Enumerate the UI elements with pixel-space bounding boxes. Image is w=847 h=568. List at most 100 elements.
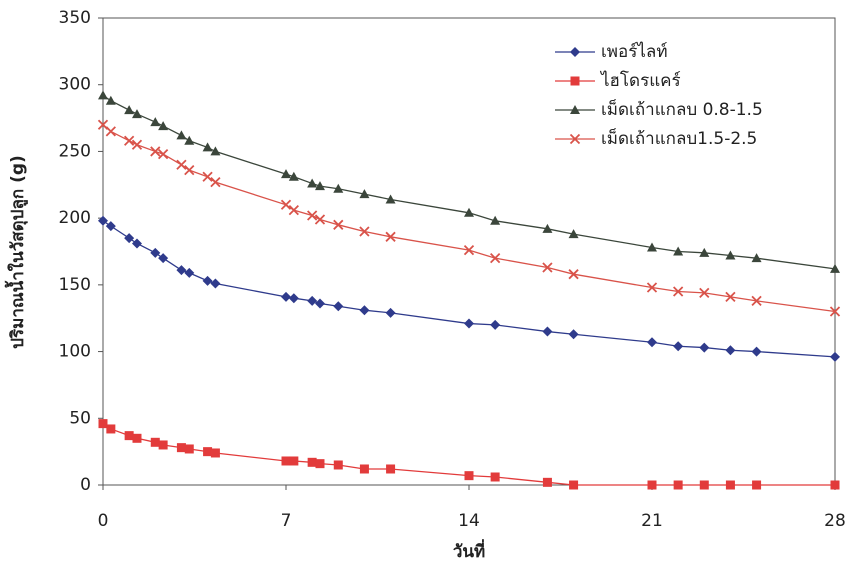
legend-marker — [570, 105, 580, 114]
marker — [385, 231, 396, 242]
marker — [699, 480, 709, 490]
marker — [158, 440, 168, 450]
marker — [307, 295, 318, 306]
marker — [464, 318, 474, 329]
marker — [132, 433, 142, 443]
marker — [131, 238, 142, 249]
marker — [210, 448, 220, 458]
marker — [202, 171, 213, 182]
marker — [131, 109, 142, 119]
marker — [490, 215, 501, 225]
marker — [542, 477, 552, 487]
marker — [830, 263, 840, 273]
marker — [105, 95, 116, 105]
marker — [210, 146, 221, 156]
marker — [542, 262, 553, 273]
legend-marker — [569, 133, 581, 145]
marker — [288, 205, 299, 216]
marker — [210, 176, 221, 188]
marker — [124, 105, 135, 115]
marker — [315, 459, 325, 469]
marker — [124, 431, 134, 441]
marker — [98, 419, 108, 429]
marker — [307, 457, 317, 467]
legend-marker — [570, 76, 580, 86]
marker — [568, 329, 579, 340]
marker — [568, 229, 579, 239]
y-tick-label: 300 — [59, 75, 91, 95]
marker — [829, 306, 841, 317]
y-tick-label: 200 — [59, 208, 91, 228]
marker — [751, 253, 762, 263]
marker — [281, 456, 291, 466]
marker — [359, 226, 370, 237]
marker — [464, 207, 474, 217]
series-line — [102, 94, 836, 270]
legend-label: ไฮโดรแคร์ — [599, 70, 681, 91]
marker — [490, 253, 501, 264]
marker — [333, 183, 344, 193]
marker — [699, 342, 710, 353]
marker — [105, 221, 116, 232]
marker — [202, 275, 213, 286]
marker — [157, 148, 169, 160]
y-tick-label: 100 — [59, 342, 91, 362]
marker — [699, 287, 710, 298]
marker — [673, 286, 684, 297]
marker — [699, 247, 710, 257]
marker — [98, 215, 108, 226]
marker — [647, 480, 657, 490]
marker — [646, 282, 658, 293]
marker — [105, 126, 116, 137]
marker — [830, 351, 840, 362]
marker — [289, 456, 299, 466]
y-tick-label: 250 — [59, 141, 91, 161]
x-tick-label: 7 — [281, 511, 292, 531]
marker — [176, 265, 187, 276]
marker — [333, 219, 344, 230]
marker — [542, 326, 553, 337]
marker — [176, 159, 187, 170]
marker — [314, 214, 326, 225]
marker — [359, 189, 370, 199]
y-tick-label: 0 — [80, 475, 91, 495]
marker — [673, 341, 684, 352]
marker — [725, 345, 736, 356]
marker — [280, 199, 292, 210]
plot-frame — [102, 17, 836, 486]
marker — [106, 424, 116, 434]
marker — [184, 267, 195, 278]
marker — [124, 135, 135, 146]
marker — [210, 278, 221, 289]
y-tick-label: 50 — [69, 408, 91, 428]
marker — [150, 247, 161, 258]
marker — [568, 269, 579, 280]
y-tick-label: 150 — [59, 275, 91, 295]
marker — [673, 246, 684, 256]
marker — [184, 444, 194, 454]
marker — [333, 301, 344, 312]
marker — [98, 90, 108, 100]
marker — [158, 121, 169, 131]
x-axis-title: วันที่ — [453, 539, 485, 562]
marker — [463, 245, 475, 256]
marker — [333, 460, 343, 470]
marker — [725, 480, 735, 490]
legend-label: เม็ดเถ้าแกลบ1.5-2.5 — [601, 127, 757, 149]
marker — [725, 291, 736, 303]
marker — [176, 443, 186, 453]
marker — [490, 472, 500, 482]
marker — [725, 250, 736, 260]
x-tick-label: 0 — [98, 511, 109, 531]
marker — [385, 307, 396, 318]
series-line — [102, 220, 836, 358]
x-tick-label: 14 — [458, 511, 480, 531]
marker — [158, 253, 169, 264]
marker — [751, 295, 762, 307]
marker — [281, 291, 291, 302]
marker — [131, 139, 143, 150]
marker — [150, 117, 161, 127]
marker — [751, 346, 762, 357]
marker — [673, 480, 683, 490]
